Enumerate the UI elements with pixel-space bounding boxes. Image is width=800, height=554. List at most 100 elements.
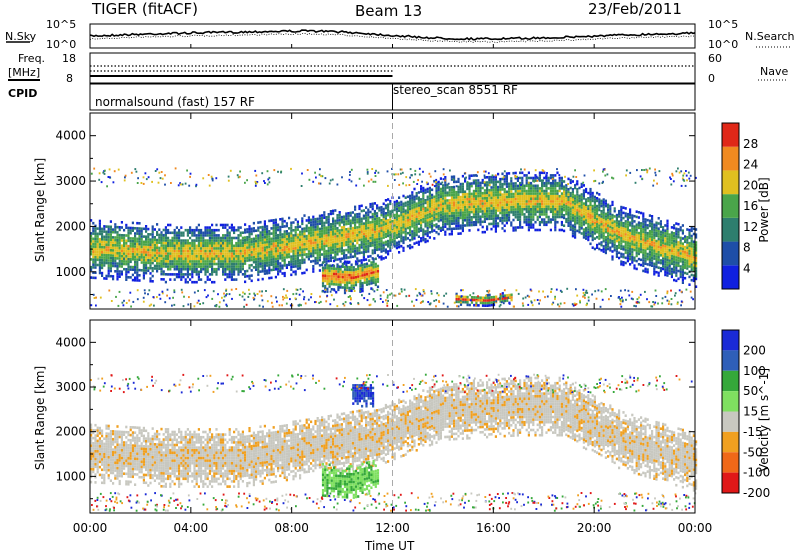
heatmap-cell — [571, 180, 574, 183]
heatmap-cell — [120, 221, 123, 224]
heatmap-cell — [101, 271, 104, 275]
heatmap-cell — [237, 257, 240, 261]
heatmap-cell — [340, 226, 343, 229]
heatmap-cell — [120, 270, 123, 273]
heatmap-cell — [400, 224, 403, 227]
heatmap-cell — [197, 270, 200, 274]
heatmap-cell — [578, 228, 581, 231]
heatmap-cell — [182, 249, 185, 253]
heatmap-cell — [585, 237, 588, 240]
heatmap-cell — [241, 231, 244, 234]
heatmap-cell — [382, 223, 385, 226]
heatmap-cell — [541, 194, 544, 198]
heatmap-cell — [470, 223, 473, 227]
heatmap-cell — [651, 256, 654, 260]
heatmap-cell — [457, 177, 460, 181]
heatmap-cell — [105, 277, 108, 280]
heatmap-cell — [180, 226, 183, 229]
heatmap-cell — [651, 233, 654, 236]
heatmap-cell — [450, 175, 453, 179]
heatmap-cell — [673, 252, 676, 256]
heatmap-cell — [611, 229, 614, 232]
heatmap-cell — [316, 248, 319, 252]
heatmap-cell — [413, 229, 416, 232]
heatmap-cell — [138, 268, 141, 272]
heatmap-cell — [415, 215, 418, 218]
heatmap-cell — [558, 189, 561, 193]
heatmap-cell — [107, 267, 110, 270]
heatmap-cell — [574, 225, 577, 229]
heatmap-cell — [475, 202, 478, 206]
heatmap-cell — [571, 198, 574, 201]
heatmap-cell — [373, 215, 376, 218]
heatmap-cell — [228, 252, 231, 255]
heatmap-cell — [613, 246, 616, 249]
heatmap-cell — [607, 208, 610, 212]
heatmap-cell — [136, 250, 139, 254]
heatmap-cell — [252, 237, 255, 241]
heatmap-cell — [492, 188, 495, 192]
heatmap-cell — [602, 250, 605, 253]
heatmap-cell — [512, 182, 515, 185]
heatmap-cell — [351, 211, 354, 214]
heatmap-cell — [103, 248, 106, 252]
heatmap-cell — [505, 190, 508, 194]
heatmap-cell — [226, 234, 229, 237]
heatmap-cell — [635, 259, 638, 263]
heatmap-cell — [356, 262, 359, 265]
heatmap-cell — [560, 213, 563, 216]
heatmap-cell — [202, 260, 205, 263]
heatmap-cell — [587, 191, 590, 195]
heatmap-cell — [644, 231, 647, 234]
heatmap-cell — [131, 242, 134, 245]
heatmap-cell — [655, 229, 658, 232]
heatmap-cell — [358, 212, 361, 216]
heatmap-cell — [404, 222, 407, 225]
heatmap-cell — [457, 222, 460, 225]
heatmap-cell — [387, 221, 390, 225]
heatmap-cell — [532, 187, 535, 190]
heatmap-cell — [655, 231, 658, 235]
heatmap-cell — [329, 241, 332, 244]
heatmap-cell — [228, 244, 231, 248]
heatmap-cell — [439, 177, 442, 180]
heatmap-cell — [538, 197, 541, 201]
heatmap-cell — [684, 276, 687, 280]
heatmap-cell — [92, 271, 95, 274]
heatmap-cell — [369, 215, 372, 219]
heatmap-cell — [439, 229, 442, 232]
heatmap-cell — [684, 256, 687, 259]
heatmap-cell — [624, 240, 627, 244]
heatmap-cell — [494, 191, 497, 194]
heatmap-cell — [426, 229, 429, 232]
heatmap-cell — [459, 224, 462, 227]
heatmap-cell — [134, 258, 137, 261]
heatmap-cell — [659, 259, 662, 262]
heatmap-cell — [624, 243, 627, 247]
heatmap-cell — [169, 262, 172, 266]
heatmap-cell — [477, 184, 480, 187]
heatmap-cell — [402, 202, 405, 206]
heatmap-cell — [640, 258, 643, 262]
heatmap-cell — [186, 257, 189, 261]
heatmap-cell — [312, 228, 315, 232]
heatmap-cell — [323, 242, 326, 245]
heatmap-cell — [175, 226, 178, 229]
heatmap-cell — [543, 176, 546, 180]
heatmap-cell — [602, 200, 605, 204]
heatmap-cell — [675, 240, 678, 244]
heatmap-cell — [417, 222, 420, 225]
heatmap-cell — [257, 247, 260, 250]
heatmap-cell — [312, 249, 315, 252]
heatmap-cell — [618, 209, 621, 213]
heatmap-cell — [574, 199, 577, 203]
heatmap-cell — [582, 210, 585, 213]
heatmap-cell — [343, 268, 347, 271]
heatmap-cell — [160, 244, 163, 247]
heatmap-cell — [246, 230, 249, 234]
heatmap-cell — [162, 249, 165, 253]
heatmap-cell — [637, 231, 640, 235]
heatmap-cell — [261, 244, 264, 247]
heatmap-cell — [481, 202, 484, 205]
heatmap-cell — [453, 204, 456, 207]
